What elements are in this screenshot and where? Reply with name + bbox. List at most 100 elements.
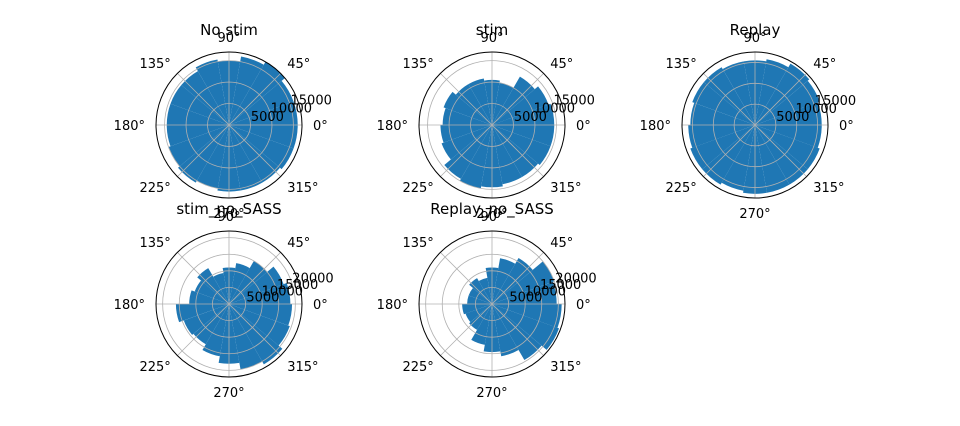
angular-gridline [491,73,544,126]
polar-bar [478,277,492,304]
angle-tick-label: 270° [739,207,770,222]
radial-tick-label: 5000 [251,110,284,125]
angular-gridline [228,124,281,177]
radial-tick-label: 10000 [271,102,312,117]
polar-bar [465,304,492,323]
polar-bar [197,268,229,304]
angle-tick-label: 225° [402,360,433,375]
polar-bar [229,304,263,370]
radial-tick-label: 15000 [540,278,581,293]
polar-bar [194,280,229,304]
angle-tick-label: 270° [213,386,244,401]
polar-bar [755,125,820,170]
polar-bar [229,56,264,125]
angular-gridline [491,124,544,177]
angular-gridline [440,252,493,305]
angle-tick-label: 45° [550,236,573,251]
polar-bar [492,304,560,350]
radial-tick-label: 10000 [534,102,575,117]
polar-bar [492,76,535,125]
polar-bar [492,304,519,357]
polar-bar [468,288,492,304]
angular-gridline [440,73,493,126]
polar-bar [492,258,516,304]
radial-tick-label: 5000 [246,291,279,306]
angle-tick-label: 270° [213,207,244,222]
radial-tick-label: 10000 [796,102,837,117]
polar-bar [721,125,755,191]
radial-tick-label: 15000 [277,278,318,293]
polar-bar [195,59,229,126]
polar-bar [229,263,250,304]
angular-gridline [177,303,230,356]
radial-tick-label: 15000 [554,93,595,108]
polar-bar [441,125,492,160]
angle-tick-label: 0° [576,119,591,134]
angle-tick-label: 0° [313,298,328,313]
polar-bar [229,125,294,170]
polar-bar [690,102,755,125]
polar-bar [492,281,557,304]
polar-bar [688,125,755,148]
polar-bar [202,304,229,357]
polar-bar [469,278,492,304]
polar-frame [155,51,303,199]
angle-tick-label: 0° [313,119,328,134]
chart-title: stim [476,21,508,39]
polar-frame [155,230,303,378]
angle-tick-label: 45° [287,236,310,251]
angular-gridline [177,124,230,177]
radial-tick-label: 5000 [509,291,542,306]
angle-tick-label: 315° [287,181,318,196]
polar-bar [492,261,555,304]
angle-tick-label: 90° [480,210,503,225]
angle-tick-label: 0° [576,298,591,313]
angle-tick-label: 45° [287,57,310,72]
angle-tick-label: 180° [640,119,671,134]
polar-bar [492,125,523,185]
radial-tick-label: 15000 [291,93,332,108]
angular-gridline [440,303,493,356]
polar-bar [722,61,755,125]
polar-bar [229,304,283,365]
polar-bar [229,80,294,125]
radial-tick-label: 20000 [292,272,333,287]
chart-title: stim_no_SASS [176,200,281,219]
angular-gridline [754,124,807,177]
polar-bar [755,102,822,125]
polar-bar [492,82,514,125]
polar-bar [703,67,755,125]
polar-bar [755,125,822,148]
polar-bar [690,125,755,170]
angle-tick-label: 225° [402,181,433,196]
angular-gridline [703,73,756,126]
chart-title: Replay_no_SASS [430,200,554,219]
polar-bar [229,260,268,304]
radial-tick-label: 15000 [815,94,856,109]
polar-bar [492,258,533,304]
polar-bar [166,103,229,125]
angle-tick-label: 225° [665,181,696,196]
angle-tick-label: 45° [813,57,836,72]
angular-gridline [228,303,281,356]
polar-bar [229,101,298,125]
polar-frame [681,51,829,199]
angular-gridline [754,73,807,126]
polar-bar [468,78,492,125]
angle-tick-label: 315° [550,181,581,196]
polar-bar [213,272,229,304]
polar-bar [492,103,555,125]
polar-bar [492,125,539,178]
radial-tick-label: 10000 [525,284,566,299]
polar-bar [492,86,549,125]
angle-tick-label: 135° [139,236,170,251]
angle-tick-label: 315° [287,360,318,375]
chart-title: No stim [200,21,258,39]
angle-tick-label: 270° [476,207,507,222]
polar-bar [444,125,492,179]
polar-bar [443,91,492,125]
